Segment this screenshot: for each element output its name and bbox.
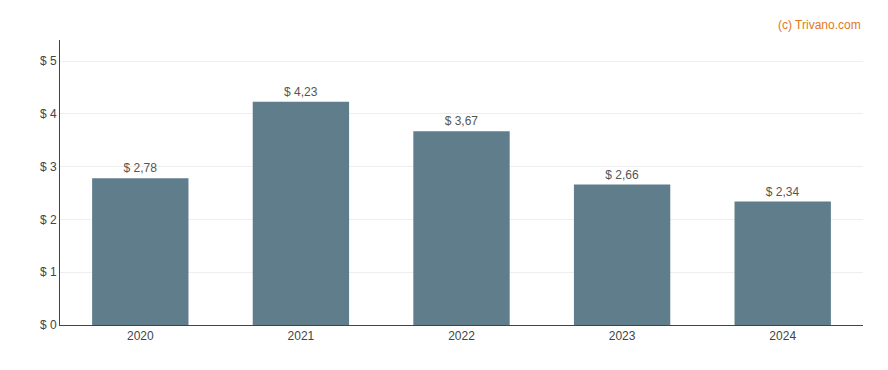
svg-text:$ 1: $ 1 — [40, 265, 57, 279]
svg-text:2022: 2022 — [448, 329, 475, 343]
svg-text:$ 2,66: $ 2,66 — [605, 168, 639, 182]
svg-text:$ 2: $ 2 — [40, 213, 57, 227]
svg-text:2023: 2023 — [609, 329, 636, 343]
svg-text:$ 4: $ 4 — [40, 107, 57, 121]
svg-text:$ 5: $ 5 — [40, 54, 57, 68]
svg-text:2024: 2024 — [769, 329, 796, 343]
svg-text:$ 2,78: $ 2,78 — [123, 161, 157, 175]
svg-text:2020: 2020 — [127, 329, 154, 343]
svg-text:$ 0: $ 0 — [40, 318, 57, 332]
svg-text:$ 2,34: $ 2,34 — [766, 185, 800, 199]
svg-text:$ 4,23: $ 4,23 — [284, 85, 318, 99]
svg-text:$ 3: $ 3 — [40, 160, 57, 174]
svg-text:(c) Trivano.com: (c) Trivano.com — [778, 18, 861, 32]
svg-text:$ 3,67: $ 3,67 — [445, 114, 479, 128]
svg-text:2021: 2021 — [288, 329, 315, 343]
